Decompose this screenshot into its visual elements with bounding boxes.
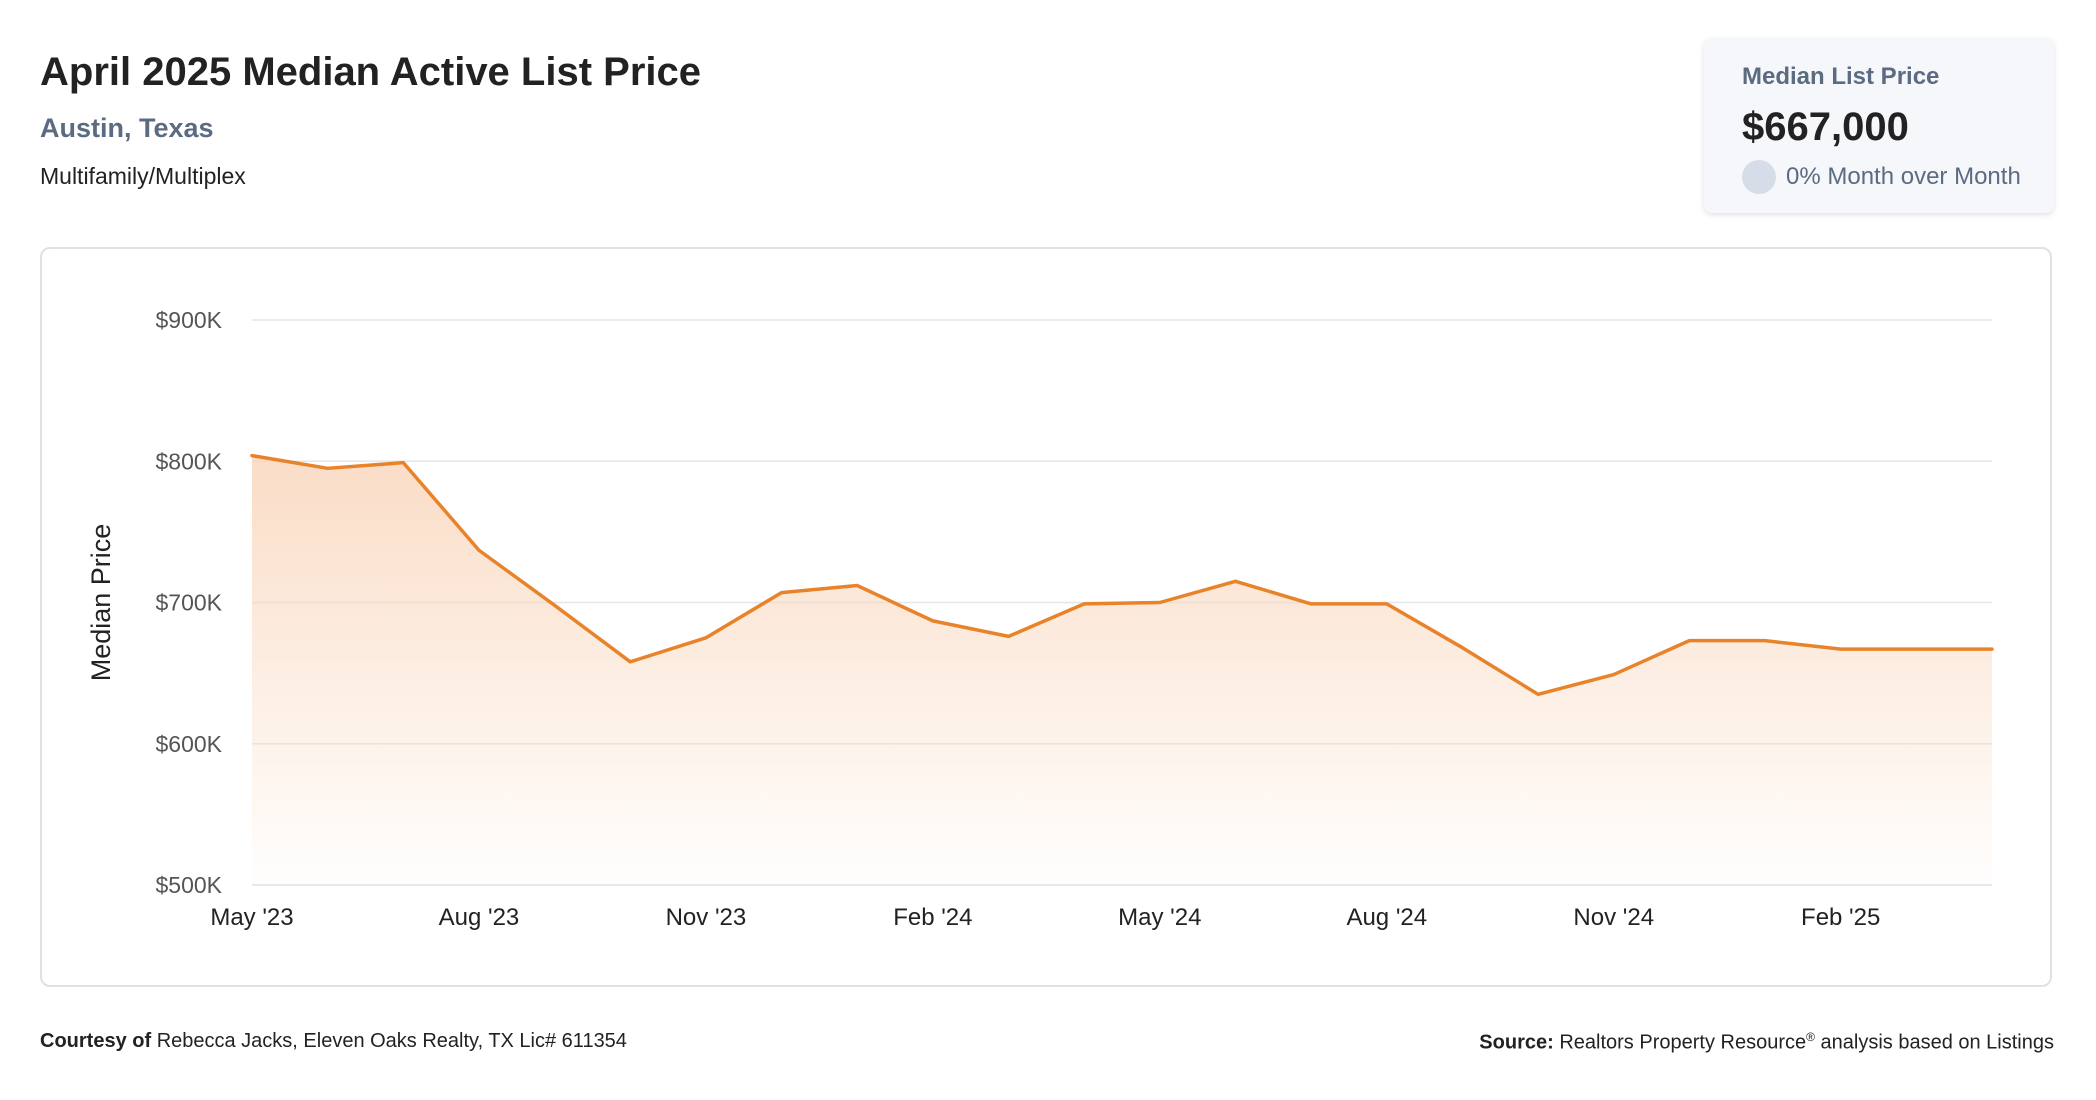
data-point xyxy=(855,584,859,588)
data-point xyxy=(401,461,405,465)
chart-container: $900K $800K $700K $600K $500K Median Price May… xyxy=(40,247,2052,987)
source-text: Realtors Property Resource xyxy=(1559,1031,1807,1054)
y-axis-label: Median Price xyxy=(86,524,116,682)
location-subtitle: Austin, Texas xyxy=(40,113,214,143)
data-point xyxy=(1158,601,1162,605)
x-tick-label: Feb '24 xyxy=(893,904,972,931)
x-tick-label: May '23 xyxy=(210,904,293,931)
y-tick-label: $700K xyxy=(155,590,222,616)
data-point xyxy=(1460,646,1464,650)
data-point xyxy=(1763,639,1767,643)
x-tick-label: Feb '25 xyxy=(1801,904,1880,931)
x-tick-label: Aug '24 xyxy=(1346,904,1427,931)
data-point xyxy=(1839,647,1843,651)
y-tick-label: $900K xyxy=(155,307,222,333)
series-area xyxy=(252,455,1992,885)
data-point xyxy=(1082,602,1086,606)
chart-header: April 2025 Median Active List Price Aust… xyxy=(40,48,701,190)
source-label: Source: xyxy=(1479,1031,1554,1054)
property-type-label: Multifamily/Multiplex xyxy=(40,163,246,189)
y-tick-label: $500K xyxy=(155,872,222,898)
stat-change: 0% Month over Month xyxy=(1742,160,2054,194)
data-point xyxy=(704,636,708,640)
data-point xyxy=(628,660,632,664)
source-text-end: analysis based on Listings xyxy=(1814,1031,2055,1054)
chart-title: April 2025 Median Active List Price xyxy=(40,50,701,94)
series-line xyxy=(250,453,1994,697)
stat-change-text: 0% Month over Month xyxy=(1786,163,2021,190)
x-tick-label: May '24 xyxy=(1118,904,1201,931)
x-tick-label: Nov '23 xyxy=(666,904,747,931)
data-point xyxy=(477,548,481,552)
data-point xyxy=(1914,647,1918,651)
x-tick-label: Aug '23 xyxy=(439,904,520,931)
data-point xyxy=(1687,639,1691,643)
line-chart: $900K $800K $700K $600K $500K Median Price May… xyxy=(86,307,1994,931)
data-point xyxy=(780,591,784,595)
data-point xyxy=(1536,692,1540,696)
data-point xyxy=(1990,647,1994,651)
data-point xyxy=(553,603,557,607)
y-tick-label: $800K xyxy=(155,448,222,474)
data-point xyxy=(1612,673,1616,677)
courtesy-footer: Courtesy of Rebecca Jacks, Eleven Oaks R… xyxy=(40,1030,627,1053)
x-tick-label: Nov '24 xyxy=(1573,904,1654,931)
source-footer: Source: Realtors Property Resource® anal… xyxy=(1479,1030,2054,1055)
data-point xyxy=(1309,602,1313,606)
data-point xyxy=(1385,602,1389,606)
data-point xyxy=(1233,579,1237,583)
median-list-price-card: Median List Price $667,000 0% Month over… xyxy=(1704,38,2054,213)
courtesy-text: Rebecca Jacks, Eleven Oaks Realty, TX Li… xyxy=(156,1030,627,1052)
courtesy-label: Courtesy of xyxy=(40,1030,152,1052)
data-point xyxy=(250,454,254,458)
data-point xyxy=(326,466,330,470)
stat-value: $667,000 xyxy=(1742,105,1909,149)
data-point xyxy=(1007,634,1011,638)
neutral-change-icon xyxy=(1742,160,1776,194)
y-tick-label: $600K xyxy=(155,731,222,757)
registered-mark: ® xyxy=(1806,1030,1815,1044)
stat-label: Median List Price xyxy=(1742,63,1940,90)
data-point xyxy=(931,619,935,623)
